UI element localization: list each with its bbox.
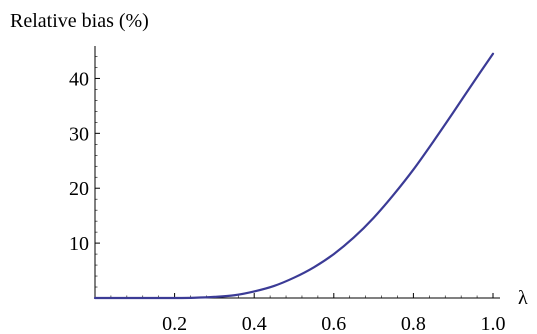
series-line [93, 52, 495, 300]
x-tick-label: 0.6 [321, 313, 346, 334]
x-axis: 0.2 0.4 0.6 0.8 1.0 [95, 293, 506, 334]
y-tick-label: 10 [69, 233, 89, 255]
x-tick-label: 0.2 [162, 313, 187, 334]
x-axis-title: λ [518, 287, 528, 309]
y-axis: 10 20 30 40 [69, 46, 100, 298]
x-tick-label: 0.4 [242, 313, 267, 334]
y-tick-label: 40 [69, 68, 89, 90]
y-tick-label: 30 [69, 123, 89, 145]
x-tick-label: 1.0 [481, 313, 506, 334]
x-tick-label: 0.8 [401, 313, 426, 334]
y-tick-label: 20 [69, 178, 89, 200]
y-axis-title: Relative bias (%) [10, 10, 149, 32]
series-layer [93, 52, 495, 300]
